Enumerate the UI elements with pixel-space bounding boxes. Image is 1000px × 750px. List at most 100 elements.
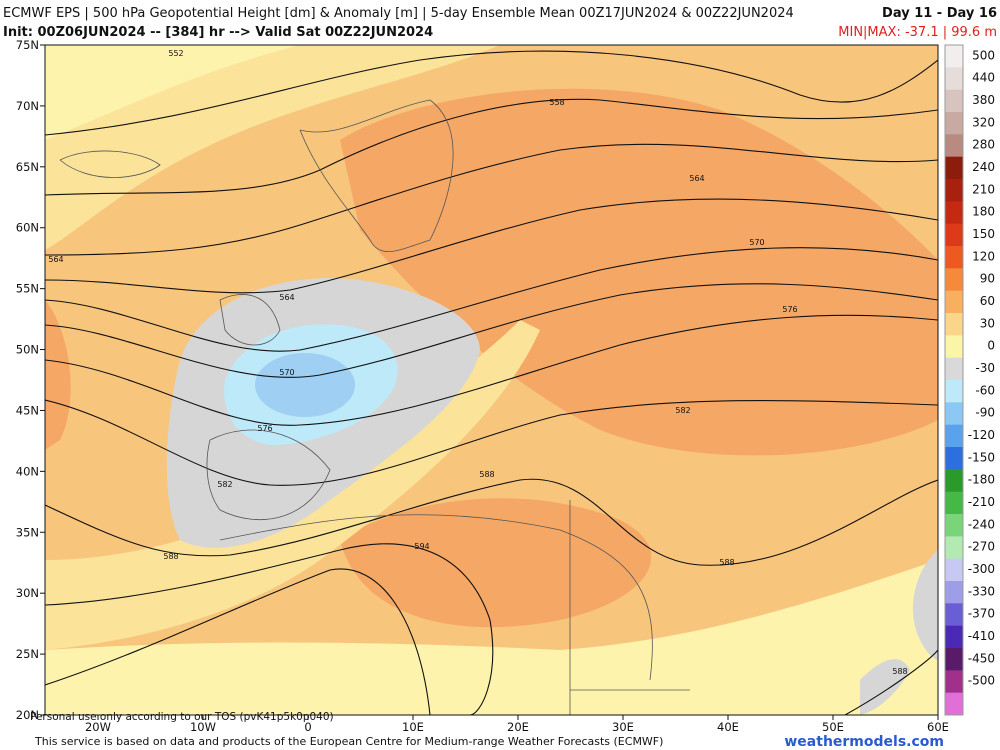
colorbar-label: 280 bbox=[972, 138, 995, 152]
colorbar-label: 380 bbox=[972, 93, 995, 107]
colorbar-swatch bbox=[945, 447, 963, 470]
anomaly-field bbox=[340, 88, 938, 456]
footer-site[interactable]: weathermodels.com bbox=[784, 734, 944, 750]
colorbar-swatch bbox=[945, 670, 963, 694]
colorbar-label: -30 bbox=[975, 361, 995, 375]
colorbar-swatch bbox=[945, 268, 963, 292]
contour-line bbox=[844, 649, 938, 715]
colorbar-label: 440 bbox=[972, 71, 995, 85]
colorbar-swatch bbox=[945, 67, 963, 91]
borders bbox=[59, 99, 690, 715]
colorbar-label: -330 bbox=[968, 584, 995, 598]
colorbar-label: -500 bbox=[968, 674, 995, 688]
map-area bbox=[45, 45, 938, 715]
colorbar-label: -300 bbox=[968, 562, 995, 576]
contour-label: 588 bbox=[719, 558, 734, 567]
contour-label: 558 bbox=[549, 98, 564, 107]
colorbar-swatch bbox=[945, 558, 963, 582]
colorbar-swatch bbox=[945, 134, 963, 158]
colorbar-swatch bbox=[945, 491, 963, 515]
colorbar-swatch bbox=[945, 625, 963, 649]
lat-label: 70N bbox=[16, 99, 39, 113]
lat-label: 30N bbox=[16, 586, 39, 600]
colorbar-label: -60 bbox=[975, 383, 995, 397]
contour-label: 576 bbox=[782, 305, 797, 314]
contour-line bbox=[45, 478, 938, 566]
map-frame bbox=[44, 44, 939, 716]
colorbar-swatch bbox=[945, 469, 963, 493]
negative-anomaly bbox=[860, 659, 910, 715]
anomaly-field bbox=[45, 300, 71, 450]
contour-line bbox=[45, 98, 938, 196]
colorbar-label: 150 bbox=[972, 227, 995, 241]
lon-label: 0 bbox=[304, 720, 311, 734]
colorbar-label: 90 bbox=[980, 272, 995, 286]
colorbar-swatch bbox=[945, 45, 963, 68]
lon-label: 10E bbox=[402, 720, 424, 734]
colorbar-label: 0 bbox=[987, 339, 995, 353]
colorbar-swatch bbox=[945, 313, 963, 336]
colorbar-label: -240 bbox=[968, 517, 995, 531]
colorbar-label: 240 bbox=[972, 160, 995, 174]
anomaly-field bbox=[340, 498, 652, 628]
contour-line bbox=[45, 314, 938, 426]
colorbar-swatch bbox=[945, 335, 963, 359]
lat-label: 65N bbox=[16, 160, 39, 174]
footer-credit: This service is based on data and produc… bbox=[34, 735, 663, 748]
colorbar-swatch bbox=[945, 112, 963, 135]
contour-label: 582 bbox=[217, 480, 232, 489]
contour-label: 594 bbox=[414, 542, 429, 551]
colorbar-label: -180 bbox=[968, 473, 995, 487]
lon-label: 30E bbox=[612, 720, 634, 734]
contour-label: 564 bbox=[689, 174, 704, 183]
coastline bbox=[219, 514, 653, 681]
lon-label: 10W bbox=[190, 720, 216, 734]
colorbar-swatch bbox=[945, 246, 963, 269]
contour-label: 552 bbox=[168, 49, 183, 58]
lat-label: 45N bbox=[16, 403, 39, 417]
contour-label: 588 bbox=[163, 552, 178, 561]
contour-label: 576 bbox=[257, 424, 272, 433]
colorbar-label: 120 bbox=[972, 249, 995, 263]
colorbar-label: -90 bbox=[975, 406, 995, 420]
anomaly-field bbox=[45, 560, 938, 715]
contour-line bbox=[45, 50, 938, 136]
lat-label: 35N bbox=[16, 525, 39, 539]
colorbar-swatch bbox=[945, 201, 963, 225]
colorbar-label: -370 bbox=[968, 607, 995, 621]
contour-label: 588 bbox=[479, 470, 494, 479]
colorbar-swatch bbox=[945, 402, 963, 426]
negative-anomaly bbox=[912, 550, 938, 660]
contour-line bbox=[45, 568, 431, 715]
colorbar-swatch bbox=[945, 156, 963, 180]
anomaly-field bbox=[45, 320, 540, 650]
colorbar-swatch bbox=[945, 89, 963, 113]
contour-label: 570 bbox=[749, 238, 764, 247]
lat-label: 55N bbox=[16, 282, 39, 296]
colorbar-label: -150 bbox=[968, 450, 995, 464]
colorbar-label: 60 bbox=[980, 294, 995, 308]
colorbar-swatch bbox=[945, 648, 963, 671]
anomaly-field bbox=[45, 45, 500, 250]
contour-label: 582 bbox=[675, 406, 690, 415]
colorbar-label: -210 bbox=[968, 495, 995, 509]
colorbar-swatch bbox=[945, 290, 963, 314]
lon-label: 50E bbox=[822, 720, 844, 734]
colorbar-swatch bbox=[945, 603, 963, 627]
lat-label: 25N bbox=[16, 647, 39, 661]
lon-label: 60E bbox=[927, 720, 949, 734]
contour-line bbox=[45, 283, 938, 378]
colorbar-label: 30 bbox=[980, 316, 995, 330]
negative-anomaly bbox=[255, 353, 355, 417]
colorbar-label: -120 bbox=[968, 428, 995, 442]
colorbar-label: -450 bbox=[968, 651, 995, 665]
colorbar-swatch bbox=[945, 581, 963, 604]
lat-label: 60N bbox=[16, 221, 39, 235]
coastline bbox=[219, 294, 281, 346]
colorbar-swatch bbox=[945, 514, 963, 537]
colorbar-swatch bbox=[945, 424, 963, 448]
colorbar-swatch bbox=[945, 179, 963, 202]
contours bbox=[45, 50, 938, 715]
coastline bbox=[299, 99, 454, 252]
